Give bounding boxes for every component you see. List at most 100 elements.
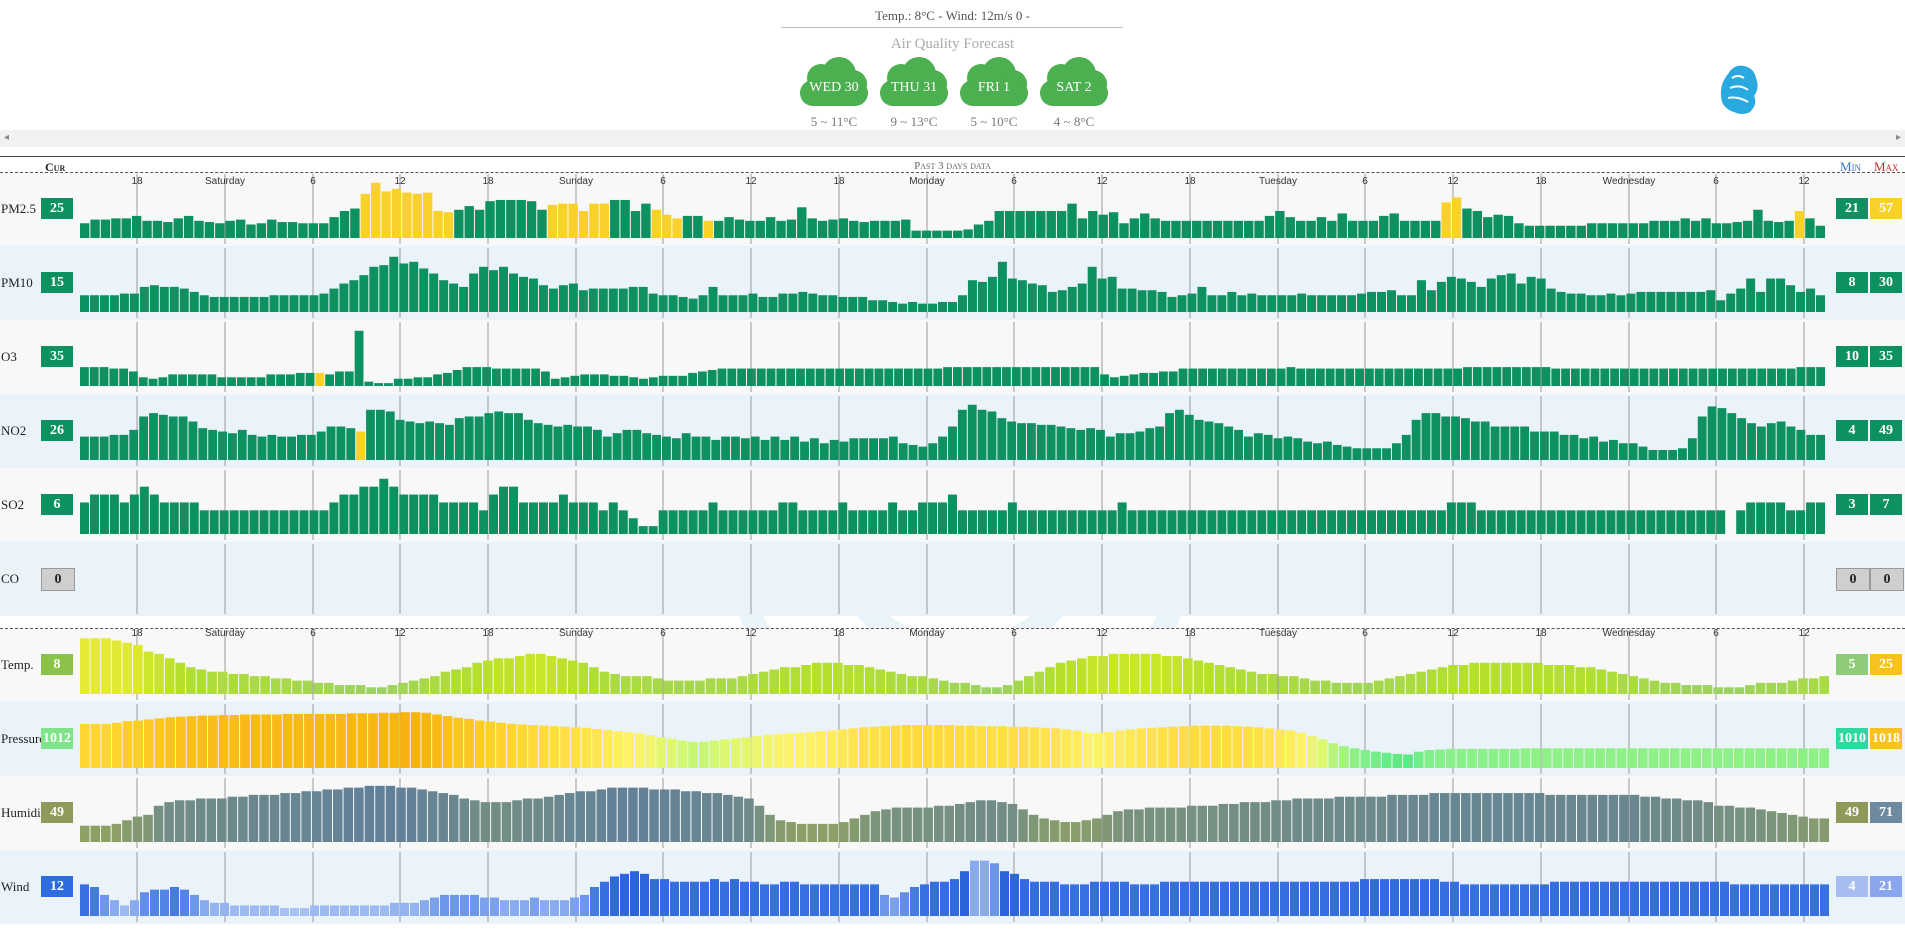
data-bar bbox=[908, 444, 918, 460]
data-bar bbox=[164, 658, 175, 694]
data-bar bbox=[750, 881, 759, 916]
data-bar bbox=[1786, 368, 1796, 386]
current-value-badge: 0 bbox=[41, 568, 75, 591]
data-bar bbox=[1661, 798, 1671, 842]
data-bar bbox=[568, 203, 578, 238]
data-bar bbox=[131, 215, 142, 238]
data-bar bbox=[80, 223, 90, 238]
data-bar bbox=[1718, 368, 1727, 386]
row-label: Wind bbox=[1, 879, 30, 894]
data-bar bbox=[1316, 217, 1327, 238]
data-bar bbox=[474, 720, 485, 768]
data-bar bbox=[668, 375, 678, 386]
data-bar bbox=[1137, 290, 1147, 312]
data-bar bbox=[1586, 223, 1597, 238]
data-bar bbox=[1297, 293, 1307, 312]
time-tick-label: 12 bbox=[745, 176, 757, 187]
data-bar bbox=[1300, 881, 1309, 916]
data-bar bbox=[921, 230, 932, 238]
data-bar bbox=[955, 803, 965, 842]
data-bar bbox=[819, 443, 829, 460]
data-bar bbox=[1257, 510, 1267, 534]
data-bar bbox=[199, 295, 209, 312]
data-bar bbox=[514, 413, 523, 460]
data-bar bbox=[1107, 510, 1117, 534]
forecast-day[interactable]: WED 30 5 ~ 11°C bbox=[797, 56, 871, 129]
data-bar bbox=[854, 368, 864, 386]
data-bar bbox=[1406, 510, 1416, 534]
data-bar bbox=[429, 273, 439, 312]
data-bar bbox=[960, 871, 969, 916]
data-bar bbox=[1501, 662, 1511, 694]
data-bar bbox=[1648, 449, 1658, 460]
data-bar bbox=[119, 293, 129, 312]
data-bar bbox=[132, 816, 143, 843]
data-bar bbox=[316, 431, 326, 460]
data-bar bbox=[758, 296, 768, 312]
data-bar bbox=[227, 433, 237, 460]
data-bar bbox=[1418, 794, 1429, 843]
data-bar bbox=[550, 900, 559, 916]
data-bar bbox=[133, 644, 143, 694]
time-tick-label: Wednesday bbox=[1602, 628, 1656, 639]
data-bar bbox=[1437, 667, 1448, 694]
data-bar bbox=[1426, 290, 1436, 312]
data-bar bbox=[289, 295, 299, 312]
time-tick-label: 6 bbox=[310, 628, 316, 639]
data-bar bbox=[992, 367, 1002, 386]
data-bar bbox=[1426, 510, 1436, 534]
data-bar bbox=[1431, 220, 1441, 238]
data-bar bbox=[788, 502, 798, 534]
data-bar bbox=[1590, 368, 1600, 386]
data-bar bbox=[1207, 295, 1217, 312]
data-bar bbox=[1605, 748, 1616, 768]
data-bar bbox=[723, 794, 733, 843]
scroll-left-icon[interactable]: ◂ bbox=[4, 132, 10, 143]
data-bar bbox=[1004, 210, 1015, 238]
data-bar bbox=[568, 283, 578, 312]
data-bar bbox=[1776, 682, 1787, 694]
data-bar bbox=[602, 730, 613, 768]
data-bar bbox=[520, 900, 529, 916]
forecast-day[interactable]: THU 31 9 ~ 13°C bbox=[877, 56, 951, 129]
data-bar bbox=[1688, 368, 1698, 386]
data-bar bbox=[630, 871, 639, 916]
scroll-right-icon[interactable]: ▸ bbox=[1895, 132, 1901, 143]
data-bar bbox=[1816, 295, 1825, 312]
data-bar bbox=[1446, 276, 1456, 312]
data-bar bbox=[903, 368, 913, 386]
data-bar bbox=[228, 673, 239, 694]
data-bar bbox=[1531, 748, 1541, 768]
data-bar bbox=[632, 429, 642, 460]
data-bar bbox=[570, 727, 581, 768]
data-bar bbox=[1734, 687, 1745, 694]
data-bar bbox=[1027, 510, 1037, 534]
data-bar bbox=[1331, 682, 1342, 694]
data-bar bbox=[1600, 368, 1610, 386]
data-bar bbox=[1031, 367, 1041, 386]
data-bar bbox=[1115, 730, 1125, 768]
data-bar bbox=[249, 676, 260, 694]
data-bar bbox=[1659, 748, 1669, 768]
data-bar bbox=[413, 377, 423, 386]
data-bar bbox=[1109, 377, 1119, 386]
horizontal-scrollbar[interactable]: ◂ ▸ bbox=[0, 130, 1905, 147]
data-bar bbox=[1357, 293, 1367, 312]
time-tick-label: Sunday bbox=[559, 176, 593, 187]
data-bar bbox=[430, 897, 439, 916]
data-bar bbox=[506, 199, 516, 238]
row-chart bbox=[136, 544, 1805, 614]
data-bar bbox=[453, 717, 464, 768]
data-bar bbox=[1320, 680, 1331, 694]
data-bar bbox=[1041, 367, 1051, 386]
data-bar bbox=[1727, 413, 1737, 460]
data-bar bbox=[1224, 426, 1234, 460]
data-bar bbox=[977, 510, 987, 534]
data-bar bbox=[419, 268, 429, 312]
time-tick-label: 12 bbox=[1447, 176, 1459, 187]
data-bar bbox=[357, 713, 368, 768]
data-bar bbox=[708, 502, 718, 534]
data-bar bbox=[705, 678, 716, 694]
